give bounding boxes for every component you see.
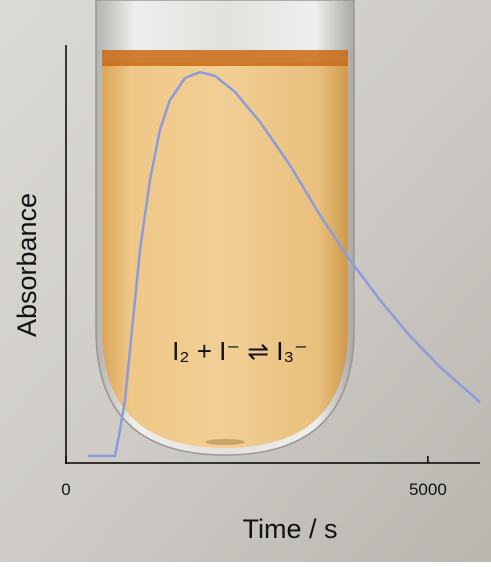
- annotation: I₂ + I⁻ ⇌ I₃⁻: [172, 336, 308, 366]
- plot-area: 0 5000: [61, 70, 481, 499]
- meniscus: [102, 50, 348, 66]
- y-axis-title: Absorbance: [12, 193, 42, 337]
- data-line: [88, 70, 481, 458]
- x-tick-label: 0: [61, 480, 70, 499]
- x-tick-label: 5000: [409, 480, 447, 499]
- tube-bottom: [205, 439, 245, 445]
- x-axis-title: Time / s: [242, 514, 337, 544]
